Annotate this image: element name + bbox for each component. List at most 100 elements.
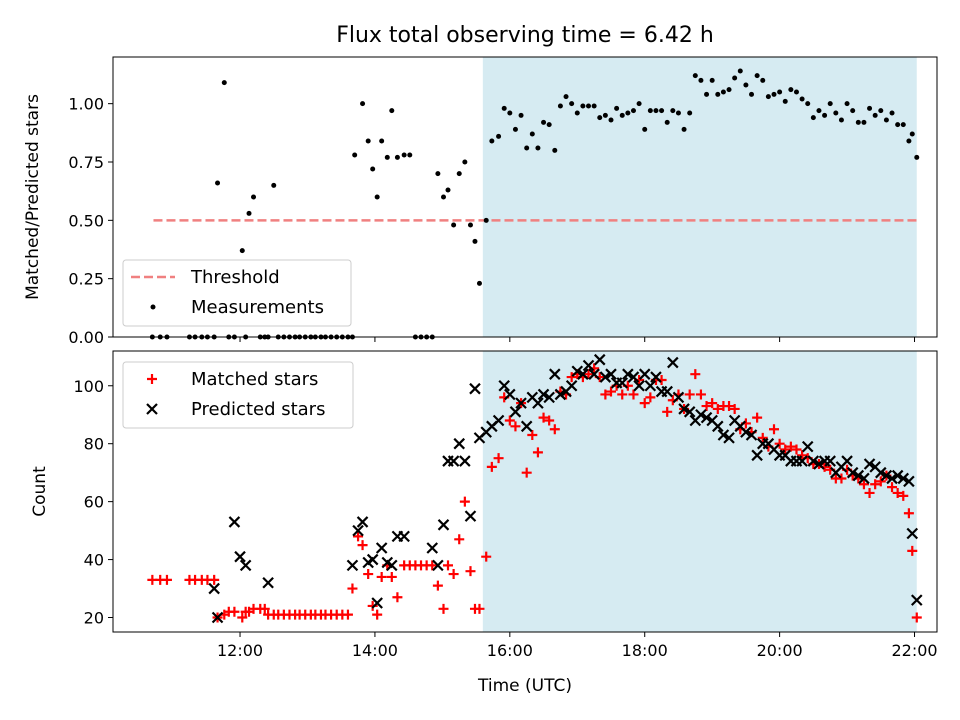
matched-stars-point [427,560,438,571]
measurement-point [360,101,366,107]
matched-stars-point [259,603,270,614]
measurement-point [675,110,681,116]
predicted-stars-point [504,388,516,401]
measurement-points [149,68,920,340]
measurement-point [251,194,257,200]
matched-stars-point [701,401,712,412]
matched-stars-point [898,490,909,501]
predicted-stars-point [599,371,612,383]
y-tick-label: 0.25 [68,270,104,289]
count-y-axis-label: Count [30,466,50,517]
measurement-point [625,110,631,116]
measurement-point [664,119,670,125]
matched-stars-point [363,569,374,580]
matched-stars-point [342,609,353,620]
matched-stars-point [875,476,886,487]
matched-stars-point [892,487,903,498]
predicted-stars-point [543,391,555,404]
predicted-stars-point [515,397,527,409]
predicted-stars-point [627,371,640,383]
measurement-point [365,138,371,144]
matched-stars-point [907,545,918,556]
measurements-legend-label: Measurements [191,297,324,318]
matched-stars-point [752,412,763,423]
measurement-point [472,238,478,244]
predicted-stars-point [858,472,870,485]
matched-stars-point [707,398,718,409]
measurement-point [569,101,575,107]
predicted-stars-point [616,377,629,389]
predicted-stars-point [211,611,224,624]
y-tick-label: 1.00 [68,95,104,114]
matched-stars-point [532,447,543,458]
measurement-point [709,77,715,83]
predicted-stars-point [549,368,561,380]
measurement-point [394,154,400,160]
matched-stars-point [617,389,628,400]
chart-title: Flux total observing time = 6.42 h [336,23,714,48]
matched-stars-point [583,369,594,380]
ratio-legend: Threshold Measurements [122,259,352,327]
matched-stars-point [527,430,538,441]
measurement-point [816,108,822,114]
predicted-stars-point [638,368,651,380]
predicted-stars-point [717,429,730,441]
measurement-point [370,166,376,172]
measurement-point [687,110,693,116]
matched-stars-point [858,479,869,490]
measurement-point [647,108,653,114]
count-legend: Matched stars Predicted stars [122,361,354,429]
x-tick-label: 16:00 [487,641,533,660]
measurement-point [867,105,873,111]
x-tick-label: 14:00 [352,641,398,660]
measurement-point [900,122,906,128]
matched-stars-point [442,560,453,571]
matched-stars-point [510,421,521,432]
matched-legend-label: Matched stars [191,369,318,390]
measurement-point [715,91,721,97]
measurement-point [732,75,738,81]
measurement-point [557,103,563,109]
predicted-stars-point [469,382,481,395]
predicted-stars-point [700,411,713,424]
ratio-panel-frame [112,56,938,338]
matched-stars-point [376,571,387,582]
matched-stars-point [448,569,459,580]
measurement-point [659,108,665,114]
predicted-stars-point [366,553,379,566]
measurement-point [467,222,473,228]
matched-stars-point [684,389,695,400]
measurement-point [401,152,407,158]
measurement-point [670,108,676,114]
predicted-stars-point [447,455,460,467]
measurement-point [793,89,799,95]
ratio-panel: 0.00 0.25 0.50 0.75 1.00 Matched/Predicted s… [23,56,938,347]
measurement-point [872,112,878,118]
measurement-point [591,103,597,109]
matched-stars-point [237,612,248,623]
measurement-point [861,119,867,125]
measurement-point [760,77,766,83]
predicted-stars-point [593,353,606,366]
matched-stars-point [504,415,515,426]
predicted-stars-point [582,359,595,372]
predicted-stars-point [740,426,752,438]
measurement-point [838,117,844,123]
measurement-point [822,112,828,118]
measurement-point [749,91,755,97]
matched-stars-point [481,551,492,562]
measurement-point [602,112,608,118]
measurement-point [586,103,592,109]
matched-stars-point [774,438,785,449]
predicted-stars-point [886,472,898,485]
measurement-point [239,248,245,254]
predicted-stars-point [897,472,910,485]
x-tick-label: 20:00 [757,641,803,660]
predicted-stars-point [605,368,617,380]
measurement-point [765,94,771,100]
measurement-point [435,171,441,177]
measurement-point [407,152,413,158]
count-panel-frame [112,350,938,633]
measurement-point [889,110,895,116]
predicted-stars-point [880,469,893,482]
